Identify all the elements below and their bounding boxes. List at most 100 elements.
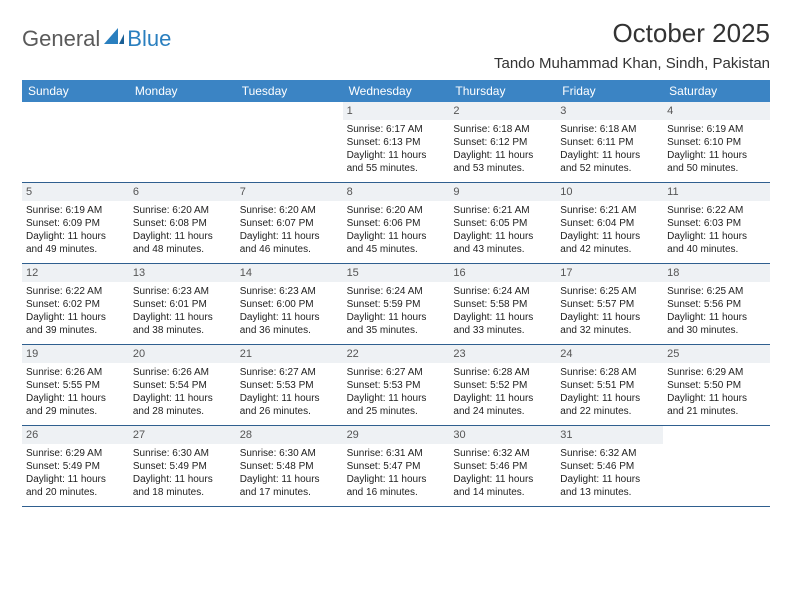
sunrise-text: Sunrise: 6:26 AM xyxy=(26,366,125,379)
weekday-header: Saturday xyxy=(663,80,770,102)
sunrise-text: Sunrise: 6:17 AM xyxy=(347,123,446,136)
sunrise-text: Sunrise: 6:21 AM xyxy=(560,204,659,217)
day-number: 27 xyxy=(129,426,236,444)
calendar-day: 6Sunrise: 6:20 AMSunset: 6:08 PMDaylight… xyxy=(129,183,236,263)
calendar-day: 15Sunrise: 6:24 AMSunset: 5:59 PMDayligh… xyxy=(343,264,450,344)
sunset-text: Sunset: 5:56 PM xyxy=(667,298,766,311)
daylight-text: Daylight: 11 hours and 18 minutes. xyxy=(133,473,232,499)
daylight-text: Daylight: 11 hours and 14 minutes. xyxy=(453,473,552,499)
day-number: 23 xyxy=(449,345,556,363)
sunrise-text: Sunrise: 6:25 AM xyxy=(667,285,766,298)
sunset-text: Sunset: 6:06 PM xyxy=(347,217,446,230)
calendar-day: 22Sunrise: 6:27 AMSunset: 5:53 PMDayligh… xyxy=(343,345,450,425)
sunrise-text: Sunrise: 6:25 AM xyxy=(560,285,659,298)
calendar-day: 1Sunrise: 6:17 AMSunset: 6:13 PMDaylight… xyxy=(343,102,450,182)
sunset-text: Sunset: 5:58 PM xyxy=(453,298,552,311)
daylight-text: Daylight: 11 hours and 45 minutes. xyxy=(347,230,446,256)
day-number: 8 xyxy=(343,183,450,201)
sunset-text: Sunset: 5:59 PM xyxy=(347,298,446,311)
sunrise-text: Sunrise: 6:21 AM xyxy=(453,204,552,217)
day-number: 10 xyxy=(556,183,663,201)
calendar-week-row: 19 Sunrise: 6:26 AMSunset: 5:55 PM Dayligh… xyxy=(22,345,770,426)
daylight-text: Daylight: 11 hours and 35 minutes. xyxy=(347,311,446,337)
daylight-text: Daylight: 11 hours and 16 minutes. xyxy=(347,473,446,499)
weekday-header-row: SundayMondayTuesdayWednesdayThursdayFrid… xyxy=(22,80,770,102)
sunrise-text: Sunrise: 6:29 AM xyxy=(26,447,125,460)
sunset-text: Sunset: 5:48 PM xyxy=(240,460,339,473)
sunrise-text: Sunrise: 6:30 AM xyxy=(240,447,339,460)
calendar-day: 30Sunrise: 6:32 AMSunset: 5:46 PMDayligh… xyxy=(449,426,556,506)
location-text: Tando Muhammad Khan, Sindh, Pakistan xyxy=(494,55,770,72)
daylight-text: Daylight: 11 hours and 13 minutes. xyxy=(560,473,659,499)
day-number: 30 xyxy=(449,426,556,444)
sunset-text: Sunset: 5:52 PM xyxy=(453,379,552,392)
daylight-text: Daylight: 11 hours and 21 minutes. xyxy=(667,392,766,418)
sunrise-text: Sunrise: 6:19 AM xyxy=(667,123,766,136)
sunset-text: Sunset: 6:08 PM xyxy=(133,217,232,230)
calendar-day: 14Sunrise: 6:23 AMSunset: 6:00 PMDayligh… xyxy=(236,264,343,344)
sunrise-text: Sunrise: 6:23 AM xyxy=(240,285,339,298)
weekday-header: Tuesday xyxy=(236,80,343,102)
calendar-day: 20Sunrise: 6:26 AMSunset: 5:54 PMDayligh… xyxy=(129,345,236,425)
calendar-day: 10Sunrise: 6:21 AMSunset: 6:04 PMDayligh… xyxy=(556,183,663,263)
weekday-header: Sunday xyxy=(22,80,129,102)
daylight-text: Daylight: 11 hours and 17 minutes. xyxy=(240,473,339,499)
day-number: 2 xyxy=(449,102,556,120)
calendar-week-row: 12Sunrise: 6:22 AMSunset: 6:02 PMDayligh… xyxy=(22,264,770,345)
calendar-week-row: 26Sunrise: 6:29 AMSunset: 5:49 PMDayligh… xyxy=(22,426,770,507)
daylight-text: Daylight: 11 hours and 28 minutes. xyxy=(133,392,232,418)
day-number: 1 xyxy=(343,102,450,120)
calendar-day: 2Sunrise: 6:18 AMSunset: 6:12 PMDaylight… xyxy=(449,102,556,182)
calendar-day: 28Sunrise: 6:30 AMSunset: 5:48 PMDayligh… xyxy=(236,426,343,506)
brand-text-blue: Blue xyxy=(127,26,171,52)
sunset-text: Sunset: 5:46 PM xyxy=(453,460,552,473)
calendar-day: 3Sunrise: 6:18 AMSunset: 6:11 PMDaylight… xyxy=(556,102,663,182)
daylight-text: Daylight: 11 hours and 52 minutes. xyxy=(560,149,659,175)
calendar-day: 24Sunrise: 6:28 AMSunset: 5:51 PMDayligh… xyxy=(556,345,663,425)
sunrise-text: Sunrise: 6:22 AM xyxy=(26,285,125,298)
daylight-text: Daylight: 11 hours and 49 minutes. xyxy=(26,230,125,256)
sunrise-text: Sunrise: 6:18 AM xyxy=(560,123,659,136)
day-number: 21 xyxy=(236,345,343,363)
weekday-header: Monday xyxy=(129,80,236,102)
day-number: 31 xyxy=(556,426,663,444)
calendar-page: General Blue October 2025 Tando Muhammad… xyxy=(0,0,792,507)
sunset-text: Sunset: 5:55 PM xyxy=(26,379,125,392)
brand-text-general: General xyxy=(22,26,100,52)
sunrise-text: Sunrise: 6:20 AM xyxy=(133,204,232,217)
daylight-text: Daylight: 11 hours and 40 minutes. xyxy=(667,230,766,256)
day-number: 19 xyxy=(22,345,129,363)
daylight-text: Daylight: 11 hours and 48 minutes. xyxy=(133,230,232,256)
sunset-text: Sunset: 5:47 PM xyxy=(347,460,446,473)
weekday-header: Wednesday xyxy=(343,80,450,102)
daylight-text: Daylight: 11 hours and 53 minutes. xyxy=(453,149,552,175)
brand-logo: General Blue xyxy=(22,18,171,52)
sunset-text: Sunset: 5:46 PM xyxy=(560,460,659,473)
daylight-text: Daylight: 11 hours and 24 minutes. xyxy=(453,392,552,418)
calendar-day-empty xyxy=(22,102,129,182)
daylight-text: Daylight: 11 hours and 50 minutes. xyxy=(667,149,766,175)
sunrise-text: Sunrise: 6:24 AM xyxy=(347,285,446,298)
sunrise-text: Sunrise: 6:32 AM xyxy=(560,447,659,460)
calendar-week-row: 1Sunrise: 6:17 AMSunset: 6:13 PMDaylight… xyxy=(22,102,770,183)
day-number: 22 xyxy=(343,345,450,363)
calendar-day: 16Sunrise: 6:24 AMSunset: 5:58 PMDayligh… xyxy=(449,264,556,344)
day-number: 7 xyxy=(236,183,343,201)
day-number: 13 xyxy=(129,264,236,282)
sunset-text: Sunset: 5:50 PM xyxy=(667,379,766,392)
sunrise-text: Sunrise: 6:30 AM xyxy=(133,447,232,460)
day-number: 16 xyxy=(449,264,556,282)
sunset-text: Sunset: 6:07 PM xyxy=(240,217,339,230)
day-number: 4 xyxy=(663,102,770,120)
sunrise-text: Sunrise: 6:23 AM xyxy=(133,285,232,298)
day-number: 29 xyxy=(343,426,450,444)
calendar-day: 9Sunrise: 6:21 AMSunset: 6:05 PMDaylight… xyxy=(449,183,556,263)
sunset-text: Sunset: 5:49 PM xyxy=(26,460,125,473)
day-number: 11 xyxy=(663,183,770,201)
sunrise-text: Sunrise: 6:22 AM xyxy=(667,204,766,217)
sunset-text: Sunset: 5:57 PM xyxy=(560,298,659,311)
calendar-day-empty xyxy=(129,102,236,182)
sunset-text: Sunset: 6:12 PM xyxy=(453,136,552,149)
calendar-day: 12Sunrise: 6:22 AMSunset: 6:02 PMDayligh… xyxy=(22,264,129,344)
day-number: 5 xyxy=(22,183,129,201)
